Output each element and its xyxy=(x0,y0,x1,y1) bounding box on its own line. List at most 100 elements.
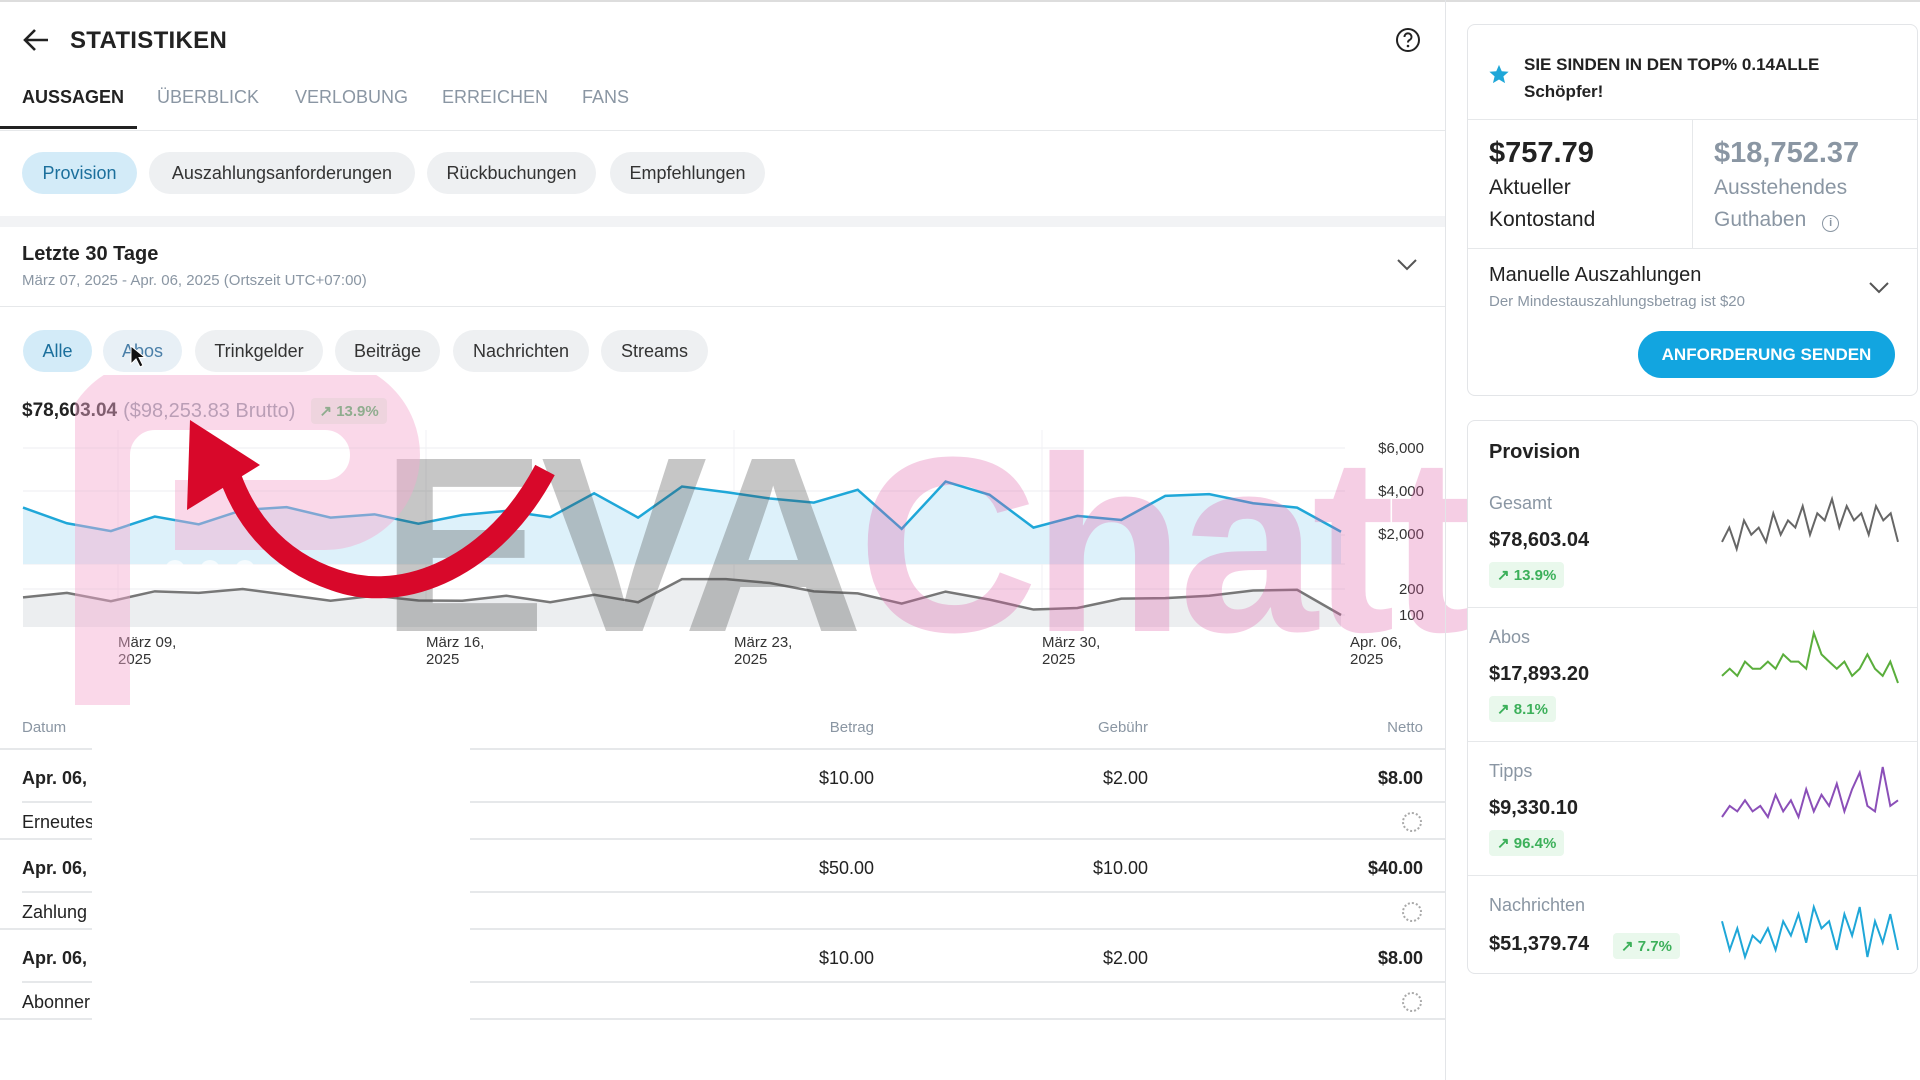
chevron-down-icon[interactable] xyxy=(1868,281,1890,295)
item-change-badge: ↗ 7.7% xyxy=(1613,933,1680,959)
tick-label: $4,000 xyxy=(1378,483,1424,500)
loading-spinner-icon xyxy=(1402,812,1422,832)
tab-erreichen[interactable]: ERREICHEN xyxy=(442,87,549,107)
row-amount: $50.00 xyxy=(818,858,874,878)
panel-divider xyxy=(1445,0,1446,1080)
tick-label: $2,000 xyxy=(1378,526,1424,543)
balance-card: SIE SINDEN IN DEN TOP% 0.14ALLE Schöpfer!… xyxy=(1467,24,1918,396)
loading-spinner-icon xyxy=(1402,992,1422,1012)
col-header-netto: Netto xyxy=(1387,719,1423,736)
sparkline-line xyxy=(1721,629,1899,684)
item-value: $78,603.04 xyxy=(1489,529,1590,551)
subtab-referrals[interactable]: Empfehlungen xyxy=(610,152,765,194)
col-header-gebuehr: Gebühr xyxy=(1097,719,1148,736)
item-label: Abos xyxy=(1489,627,1531,647)
row-amount: $10.00 xyxy=(818,948,874,968)
tick-label: Apr. 06, xyxy=(1350,634,1402,651)
manual-payouts-title: Manuelle Auszahlungen xyxy=(1489,264,1702,286)
table-row[interactable]: Apr. 06, $50.00 $10.00 $40.00 Zahlung xyxy=(0,840,1445,928)
row-description: Erneutes xyxy=(22,812,95,832)
item-value: $51,379.74 xyxy=(1489,933,1590,955)
item-value: $9,330.10 xyxy=(1489,797,1578,819)
row-net: $8.00 xyxy=(1377,948,1423,968)
item-label: Nachrichten xyxy=(1489,895,1586,915)
tick-label: 2025 xyxy=(118,651,151,668)
item-change-badge: ↗ 8.1% xyxy=(1489,696,1556,722)
item-change-badge: ↗ 13.9% xyxy=(1489,562,1565,588)
row-divider xyxy=(0,838,1445,840)
row-description: Abonner xyxy=(22,992,91,1012)
tab-verlobung[interactable]: VERLOBUNG xyxy=(295,87,409,107)
filter-alle[interactable]: Alle xyxy=(23,330,92,372)
chevron-down-icon[interactable] xyxy=(1396,258,1418,272)
tick-label: $6,000 xyxy=(1378,440,1424,457)
current-balance: $757.79 Aktueller Kontostand xyxy=(1489,137,1596,231)
tab-fans[interactable]: FANS xyxy=(582,87,630,107)
row-inner-divider xyxy=(22,891,1445,893)
tick-label: März 30, xyxy=(1042,634,1100,651)
row-date: Apr. 06, xyxy=(22,768,88,788)
row-fee: $2.00 xyxy=(1102,768,1148,788)
sparkline-2 xyxy=(1721,766,1899,820)
section-separator xyxy=(0,216,1445,227)
sparkline-0 xyxy=(1721,495,1899,553)
subtab-provision[interactable]: Provision xyxy=(22,152,137,194)
top-border xyxy=(0,0,1920,2)
question-circle-icon[interactable] xyxy=(1395,27,1421,53)
row-net: $40.00 xyxy=(1367,858,1423,878)
minimum-payout-note: Der Mindestauszahlungsbetrag ist $20 xyxy=(1489,293,1745,310)
sparkline-3 xyxy=(1721,903,1899,961)
table-row[interactable]: Apr. 06, $10.00 $2.00 $8.00 Erneutes xyxy=(0,750,1445,838)
row-date: Apr. 06, xyxy=(22,948,88,968)
col-header-datum: Datum xyxy=(22,719,67,736)
subtab-chargebacks[interactable]: Rückbuchungen xyxy=(427,152,596,194)
provision-item[interactable]: Abos $17,893.20 ↗ 8.1% xyxy=(1468,615,1917,749)
provision-title: Provision xyxy=(1489,441,1581,463)
gross-total: ($98,253.83 Brutto) xyxy=(123,399,296,422)
filter-streams[interactable]: Streams xyxy=(601,330,708,372)
filter-trinkgelder[interactable]: Trinkgelder xyxy=(195,330,323,372)
sparkline-line xyxy=(1721,903,1899,961)
table-row[interactable]: Apr. 06, $10.00 $2.00 $8.00 Abonner xyxy=(0,930,1445,1018)
sparkline-1 xyxy=(1721,629,1899,684)
period-selector[interactable]: Letzte 30 Tage März 07, 2025 - Apr. 06, … xyxy=(0,228,1445,306)
manual-payouts-toggle[interactable]: Manuelle Auszahlungen Der Mindestauszahl… xyxy=(1468,249,1917,319)
summary: $78,603.04 ($98,253.83 Brutto) ↗ 13.9% xyxy=(22,398,387,424)
subtab-payout-requests[interactable]: Auszahlungsanforderungen xyxy=(149,152,415,194)
row-inner-divider xyxy=(22,801,1445,803)
tick-label: 2025 xyxy=(734,651,767,668)
divider xyxy=(0,306,1445,307)
row-fee: $10.00 xyxy=(1092,858,1148,878)
send-request-button[interactable]: ANFORDERUNG SENDEN xyxy=(1638,331,1895,378)
provision-item[interactable]: Tipps $9,330.10 ↗ 96.4% xyxy=(1468,749,1917,883)
provision-item[interactable]: Nachrichten $51,379.74 ↗ 7.7% xyxy=(1468,883,1917,1017)
filter-nachrichten[interactable]: Nachrichten xyxy=(453,330,589,372)
tick-label: 100 xyxy=(1399,607,1424,624)
change-badge: ↗ 13.9% xyxy=(311,398,387,424)
star-icon xyxy=(1489,64,1509,84)
tab-aussagen[interactable]: AUSSAGEN xyxy=(22,87,125,107)
lower-area xyxy=(23,579,1341,627)
net-total: $78,603.04 xyxy=(22,400,118,421)
top-creator-notice: SIE SINDEN IN DEN TOP% 0.14ALLE Schöpfer! xyxy=(1524,55,1820,101)
info-icon[interactable]: i xyxy=(1822,215,1840,232)
filter-beitraege[interactable]: Beiträge xyxy=(335,330,440,372)
row-inner-divider xyxy=(22,981,1445,983)
loading-spinner-icon xyxy=(1402,902,1422,922)
pending-balance: $18,752.37 Ausstehendes Guthaben i xyxy=(1714,137,1860,232)
tick-label: 2025 xyxy=(1350,651,1383,668)
arrow-left-icon[interactable] xyxy=(22,27,50,53)
item-label: Gesamt xyxy=(1489,493,1553,513)
tab-ueberblick[interactable]: ÜBERBLICK xyxy=(157,87,260,107)
provision-item[interactable]: Gesamt $78,603.04 ↗ 13.9% xyxy=(1468,481,1917,615)
row-divider xyxy=(0,928,1445,930)
period-range: März 07, 2025 - Apr. 06, 2025 (Ortszeit … xyxy=(22,272,367,289)
divider xyxy=(1468,875,1917,876)
item-change-badge: ↗ 96.4% xyxy=(1489,830,1565,856)
tick-label: März 16, xyxy=(426,634,484,651)
tick-label: März 23, xyxy=(734,634,792,651)
divider xyxy=(1692,119,1693,248)
tick-label: 2025 xyxy=(426,651,459,668)
divider xyxy=(1468,607,1917,608)
